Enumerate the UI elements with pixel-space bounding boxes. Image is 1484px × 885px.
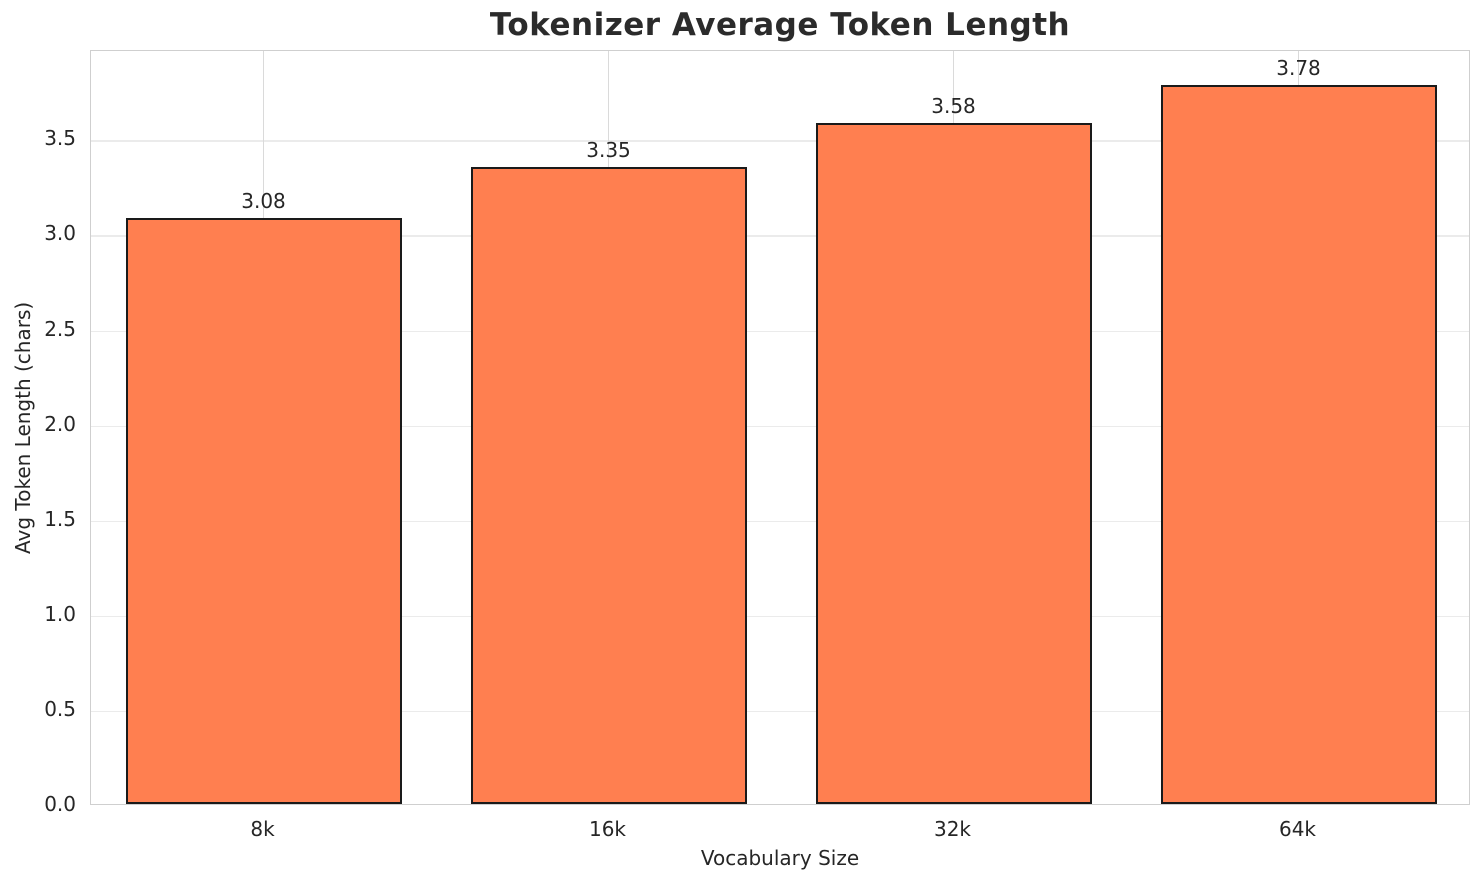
y-tick-label: 3.5 bbox=[44, 126, 76, 151]
x-tick-label-8k: 8k bbox=[250, 817, 275, 841]
bar-value-label: 3.08 bbox=[241, 189, 286, 214]
bar-64k bbox=[1160, 85, 1437, 804]
bar-8k bbox=[125, 218, 402, 804]
y-tick-label: 3.0 bbox=[44, 221, 76, 246]
y-tick-label: 0.5 bbox=[44, 696, 76, 721]
bar-value-label: 3.35 bbox=[586, 137, 631, 162]
x-tick-label-32k: 32k bbox=[933, 817, 972, 841]
y-tick-label: 0.0 bbox=[44, 792, 76, 816]
y-tick-label: 2.0 bbox=[44, 411, 76, 436]
x-tick-label-16k: 16k bbox=[588, 817, 627, 841]
h-gridline bbox=[91, 710, 1469, 713]
bar-value-label: 3.78 bbox=[1276, 56, 1321, 81]
y-tick-label: 2.5 bbox=[44, 316, 76, 341]
h-gridline bbox=[91, 235, 1469, 237]
x-axis-label: Vocabulary Size bbox=[700, 846, 860, 870]
plot-area: 3.08 3.35 3.58 3.78 bbox=[90, 50, 1470, 805]
h-gridline bbox=[91, 615, 1469, 618]
chart-title: Tokenizer Average Token Length bbox=[489, 7, 1071, 43]
h-gridline bbox=[91, 425, 1469, 428]
x-tick-label-64k: 64k bbox=[1278, 817, 1317, 841]
bar-value-label: 3.58 bbox=[931, 94, 976, 119]
bar-16k bbox=[470, 166, 747, 804]
h-gridline bbox=[91, 330, 1469, 333]
bar-32k bbox=[815, 123, 1092, 804]
h-gridline bbox=[91, 140, 1469, 142]
y-tick-label: 1.5 bbox=[44, 506, 76, 531]
h-gridline bbox=[91, 520, 1469, 523]
y-tick-label: 1.0 bbox=[44, 601, 76, 626]
